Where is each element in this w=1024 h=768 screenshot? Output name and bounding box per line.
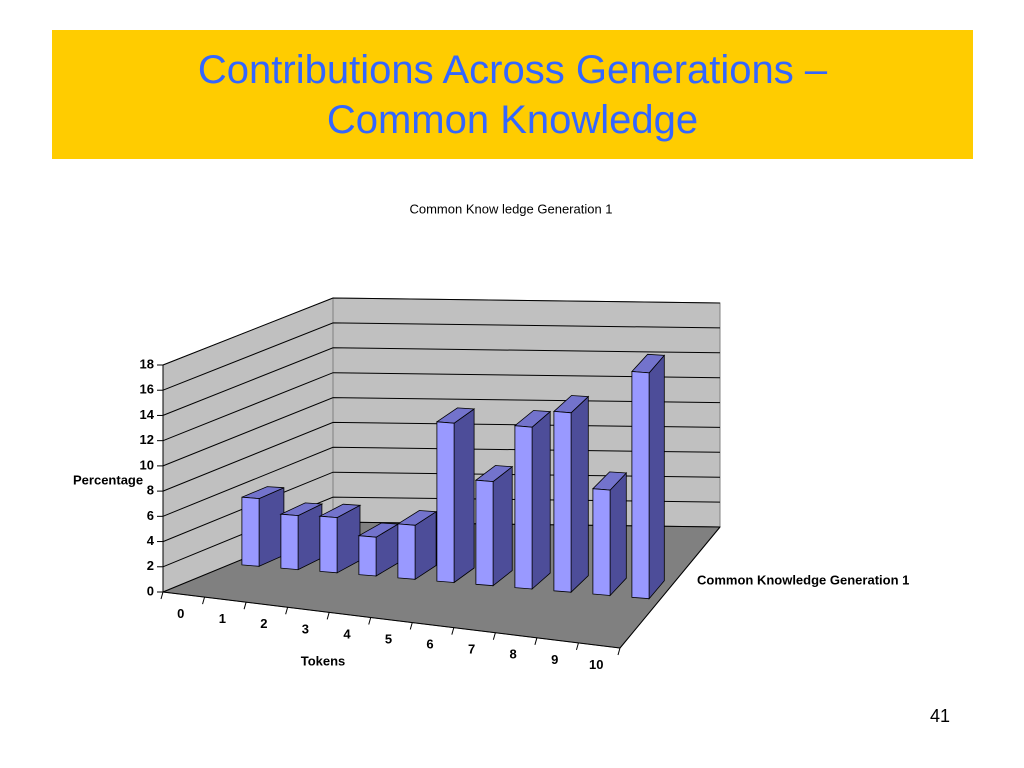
y-tick-label: 16 [140, 382, 154, 397]
grid-line [162, 471, 721, 543]
x-tick-label: 10 [589, 657, 603, 672]
bar [631, 353, 666, 600]
bar-front [475, 479, 494, 587]
bar-side [258, 487, 285, 567]
bar-side [570, 395, 589, 594]
x-tick [451, 627, 455, 635]
bar [318, 503, 362, 574]
depth-axis [619, 526, 721, 649]
x-tick-label: 2 [260, 616, 267, 631]
x-tick-label: 6 [426, 637, 433, 652]
y-tick-label: 6 [147, 508, 154, 523]
y-tick-label: 18 [140, 356, 154, 371]
x-tick-label: 4 [343, 626, 351, 641]
bar-front [436, 421, 455, 583]
bar-front [631, 371, 650, 600]
x-tick [285, 607, 289, 615]
x-tick-label: 9 [551, 652, 558, 667]
grid-line [162, 421, 721, 492]
x-tick [575, 642, 579, 651]
x-tick-label: 0 [177, 606, 184, 621]
x-tick [368, 617, 372, 625]
bar-side [531, 410, 551, 590]
bar-front [397, 523, 416, 580]
bar [241, 486, 285, 567]
title-banner: Contributions Across Generations – Commo… [52, 30, 973, 159]
y-tick-label: 2 [147, 558, 154, 573]
x-tick [617, 647, 621, 656]
x-tick [534, 637, 538, 645]
x-tick [326, 612, 330, 620]
bar-side [453, 408, 475, 584]
grid-line [162, 347, 721, 416]
y-tick-label: 8 [147, 483, 154, 498]
bar-side [609, 471, 627, 597]
bar [435, 407, 476, 584]
x-axis-label: Tokens [301, 653, 346, 668]
x-tick [492, 632, 496, 640]
bar-front [241, 496, 260, 567]
y-axis-label: Percentage [73, 472, 143, 487]
bar [513, 410, 552, 590]
y-tick-label: 14 [140, 407, 155, 422]
bar-front [319, 515, 338, 574]
y-tick-label: 4 [147, 533, 155, 548]
grid-line [162, 397, 721, 467]
series-label: Common Knowledge Generation 1 [697, 572, 909, 587]
x-tick-label: 1 [219, 611, 226, 626]
x-tick-label: 7 [468, 642, 475, 657]
slide-title-line: Common Knowledge [326, 97, 699, 142]
bar-front [514, 425, 533, 590]
x-tick [243, 602, 247, 610]
bar [279, 502, 324, 571]
bar [474, 465, 514, 587]
y-tick-label: 12 [140, 432, 154, 447]
bar-front [592, 488, 611, 596]
x-tick [202, 596, 206, 605]
bar-front [553, 410, 572, 593]
grid-line [162, 496, 721, 568]
grid-line [162, 322, 721, 391]
bar [592, 471, 628, 597]
x-axis [162, 591, 621, 649]
grid-line [162, 372, 721, 442]
x-tick-label: 3 [302, 621, 309, 636]
bar-front [358, 535, 377, 577]
y-tick-label: 0 [147, 583, 154, 598]
x-tick-label: 5 [385, 631, 392, 646]
chart-title: Common Know ledge Generation 1 [409, 201, 612, 216]
bar [552, 395, 590, 594]
bar-front [280, 513, 299, 571]
bar [396, 510, 438, 581]
bar [357, 522, 400, 577]
grid-line [162, 446, 721, 517]
bar-side [492, 465, 513, 587]
x-tick [409, 622, 413, 630]
y-tick-label: 10 [140, 457, 154, 472]
grid-line [162, 297, 721, 366]
slide-title-line: Contributions Across Generations – [197, 47, 828, 92]
bar-side [648, 354, 665, 600]
x-tick [160, 591, 164, 600]
page-number: 41 [930, 706, 951, 726]
x-tick-label: 8 [510, 647, 517, 662]
